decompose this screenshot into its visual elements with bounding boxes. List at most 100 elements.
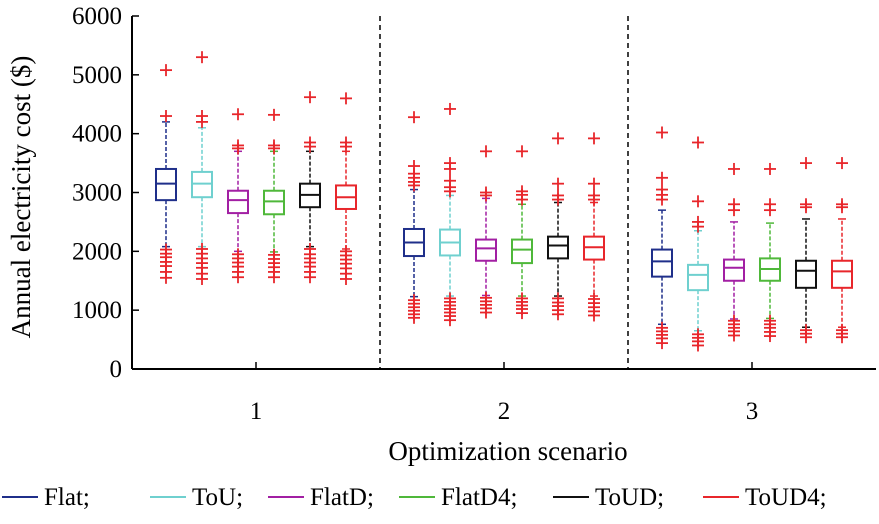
outlier-marker [408, 160, 420, 173]
outlier-marker [444, 292, 456, 305]
legend-item-flatd: FlatD; [268, 484, 374, 511]
outlier-marker [444, 157, 456, 170]
legend-label: Flat; [44, 484, 90, 511]
y-tick-label: 1000 [72, 297, 122, 324]
y-tick-label: 5000 [72, 62, 122, 89]
outlier-marker [656, 126, 668, 139]
outlier-marker [836, 324, 848, 337]
box-tou-scenario-2 [439, 102, 461, 327]
box-flatd4-scenario-2 [511, 145, 533, 320]
box-toud-scenario-2 [547, 132, 569, 321]
outlier-marker [444, 102, 456, 115]
outlier-marker [232, 108, 244, 121]
legend-label: ToU; [192, 484, 243, 511]
box-iqr [511, 238, 533, 265]
outlier-marker [764, 314, 776, 327]
box-flatd4-scenario-1 [263, 108, 285, 284]
outlier-marker [552, 177, 564, 190]
outlier-marker [160, 243, 172, 256]
outlier-marker [516, 145, 528, 158]
outlier-marker [656, 321, 668, 334]
box-iqr [651, 248, 673, 278]
box-iqr [263, 189, 285, 216]
outlier-marker [160, 110, 172, 123]
outlier-marker [340, 136, 352, 149]
outlier-marker [836, 198, 848, 211]
outlier-marker [800, 157, 812, 170]
box-iqr [687, 263, 709, 292]
outlier-marker [692, 328, 704, 341]
outlier-marker [692, 215, 704, 228]
outlier-marker [728, 314, 740, 327]
scenario-separators [379, 16, 629, 369]
outlier-marker [588, 177, 600, 190]
y-tick-label: 3000 [72, 180, 122, 207]
box-toud4-scenario-1 [335, 92, 357, 285]
outlier-marker [268, 139, 280, 152]
axes: 0 1000 2000 3000 4000 5000 6000 1 2 3 [72, 3, 876, 425]
y-tick-label: 4000 [72, 121, 122, 148]
box-iqr [547, 235, 569, 260]
outlier-marker [764, 162, 776, 175]
outlier-marker [552, 292, 564, 305]
outlier-marker [516, 185, 528, 198]
box-flat-scenario-2 [403, 111, 425, 324]
box-tou-scenario-3 [687, 136, 709, 352]
outlier-marker [588, 189, 600, 202]
outlier-marker [480, 145, 492, 158]
outlier-marker [408, 111, 420, 124]
outlier-marker [196, 110, 208, 123]
legend-item-flat: Flat; [2, 484, 90, 511]
legend-label: FlatD; [310, 484, 374, 511]
box-iqr [831, 259, 853, 289]
legend-label: ToUD4; [745, 484, 827, 511]
legend-item-toud4: ToUD4; [703, 484, 827, 511]
outlier-marker [692, 136, 704, 149]
boxplots [155, 51, 853, 352]
outlier-marker [196, 242, 208, 255]
box-iqr [227, 189, 249, 215]
box-toud4-scenario-3 [831, 157, 853, 344]
box-toud4-scenario-2 [583, 132, 605, 322]
legend-label: FlatD4; [441, 484, 517, 511]
box-flatd-scenario-2 [475, 145, 497, 319]
box-iqr [795, 259, 817, 289]
outlier-marker [692, 195, 704, 208]
outlier-marker [764, 198, 776, 211]
outlier-marker [800, 198, 812, 211]
box-flatd-scenario-1 [227, 108, 249, 284]
y-tick-label: 0 [110, 356, 123, 383]
outlier-marker [588, 292, 600, 305]
outlier-marker [728, 162, 740, 175]
outlier-marker [268, 248, 280, 261]
legend: Flat; ToU; FlatD; FlatD4; ToUD; ToUD4; [2, 484, 827, 511]
outlier-marker [588, 132, 600, 145]
x-tick-label: 3 [746, 398, 759, 425]
outlier-marker [304, 91, 316, 104]
outlier-marker [444, 174, 456, 187]
outlier-marker [408, 294, 420, 307]
legend-item-flatd4: FlatD4; [399, 484, 517, 511]
outlier-marker [304, 242, 316, 255]
outlier-marker [480, 291, 492, 304]
outlier-marker [304, 136, 316, 149]
box-iqr [475, 238, 497, 262]
x-tick-label: 1 [250, 398, 263, 425]
outlier-marker [340, 92, 352, 105]
y-tick-label: 6000 [72, 3, 122, 30]
box-iqr [723, 258, 745, 282]
outlier-marker [800, 324, 812, 337]
box-toud-scenario-3 [795, 157, 817, 344]
x-axis-title: Optimization scenario [388, 436, 627, 466]
box-flat-scenario-3 [651, 126, 673, 350]
outlier-marker [656, 171, 668, 184]
outlier-marker [268, 108, 280, 121]
x-tick-label: 2 [498, 398, 511, 425]
outlier-marker [516, 292, 528, 305]
legend-item-toud: ToUD; [553, 484, 664, 511]
outlier-marker [480, 186, 492, 199]
box-flatd4-scenario-3 [759, 162, 781, 343]
outlier-marker [232, 248, 244, 261]
outlier-marker [196, 51, 208, 64]
